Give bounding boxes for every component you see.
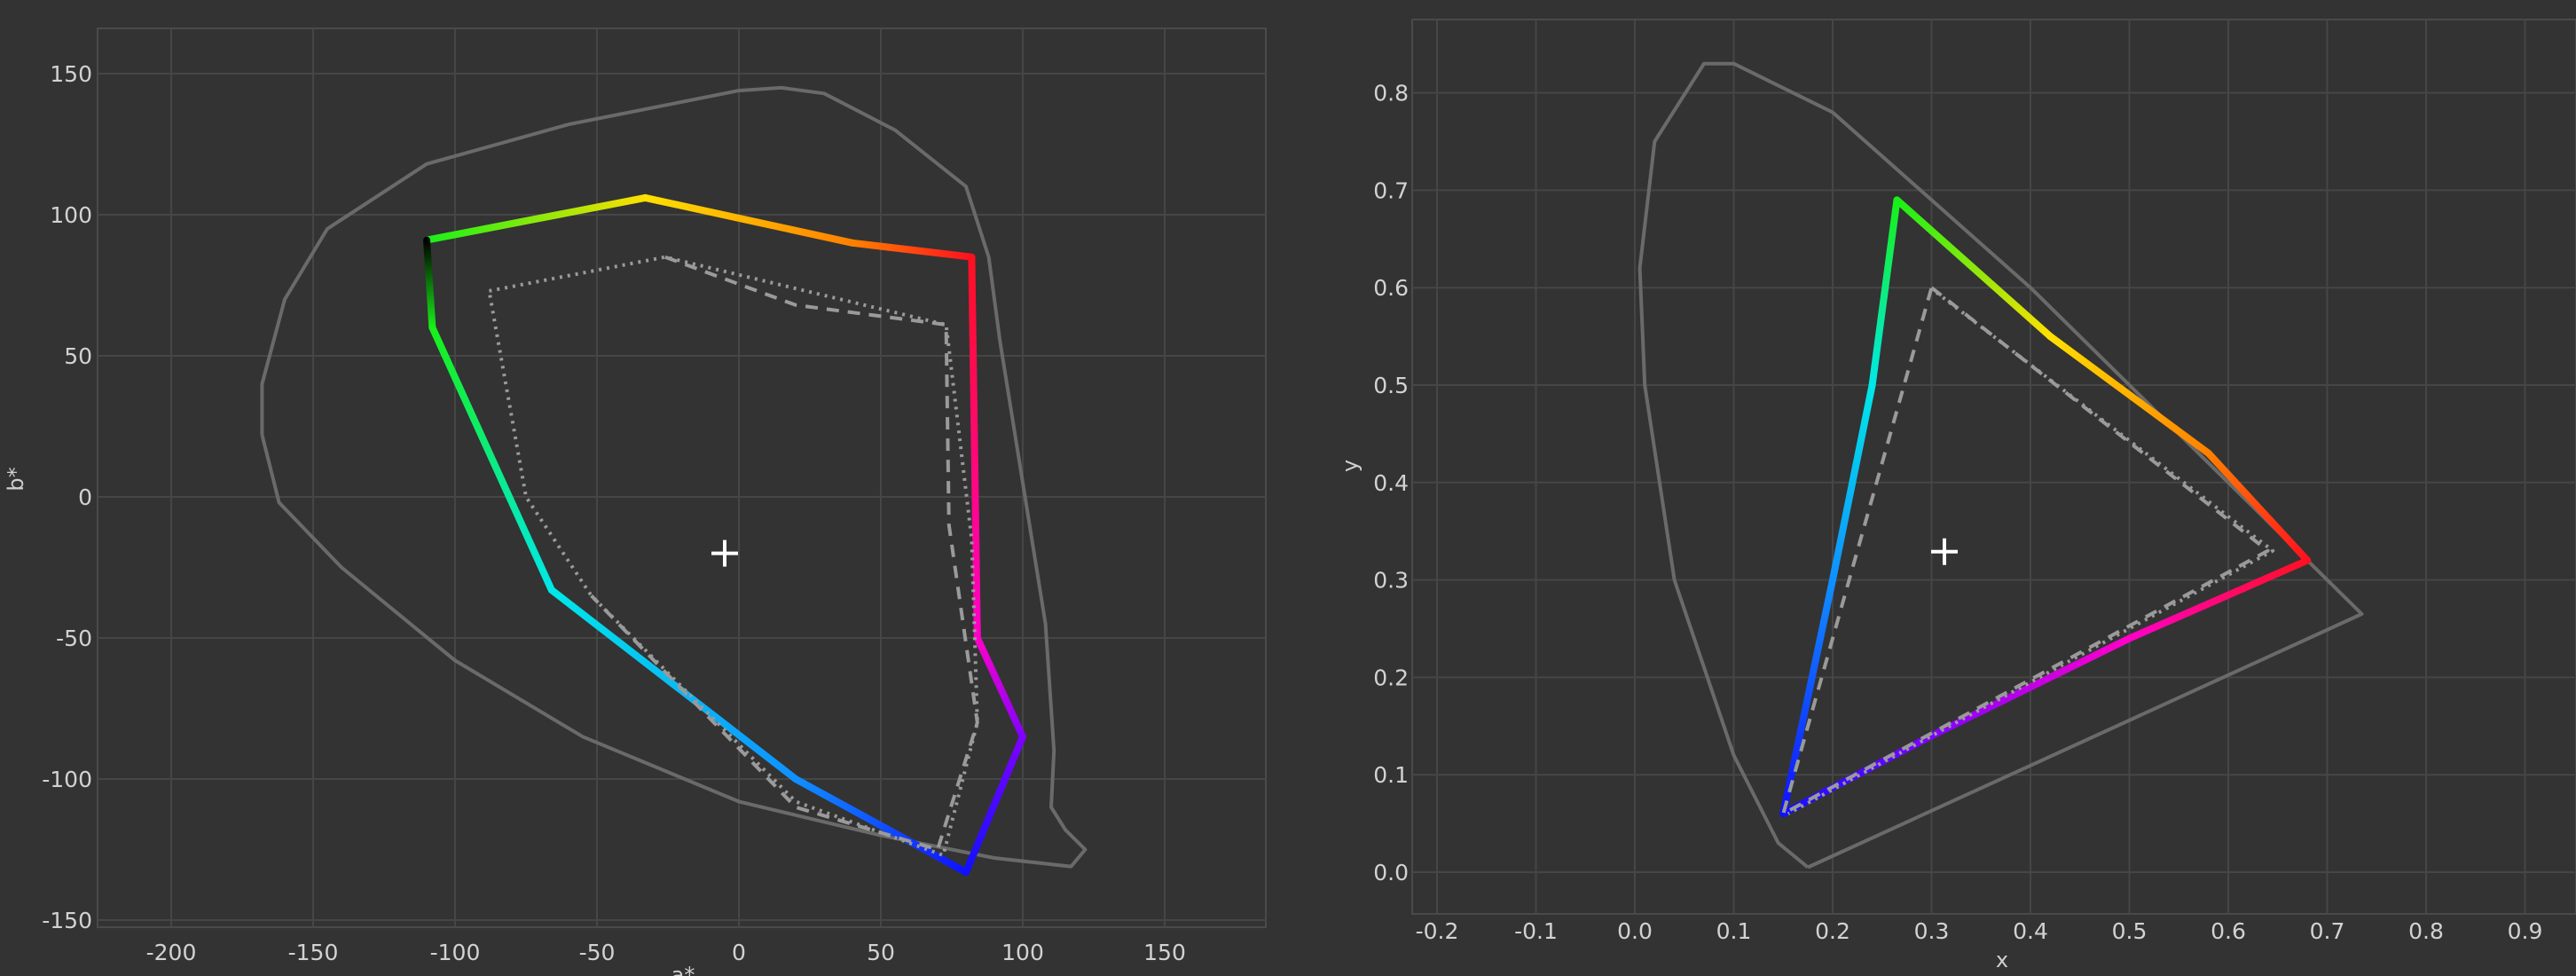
y-tick-label: 50 — [64, 343, 92, 369]
gamut-edge-segment — [2046, 333, 2212, 457]
y-tick-label: -100 — [42, 767, 92, 792]
gamut-edge-segment — [641, 193, 856, 247]
y-tick-label: -50 — [56, 626, 92, 651]
x-tick-label: 50 — [867, 940, 895, 965]
y-tick-label: 0.7 — [1373, 177, 1409, 203]
x-tick-label: -0.2 — [1416, 918, 1459, 944]
lab-grid — [98, 28, 1266, 927]
reference-gamut-dotted-line — [1787, 291, 2275, 815]
xy-plot-frame — [1411, 19, 2576, 915]
x-tick-label: 0.4 — [2013, 918, 2048, 944]
y-tick-label: 0.0 — [1373, 860, 1409, 885]
lab-chart: -200 -150 -100 -50 0 50 100 150 150 100 50 0 -50 -10… — [4, 28, 1267, 976]
gamut-edge-segment — [792, 775, 970, 876]
y-tick-label: 0.6 — [1373, 275, 1409, 301]
xy-grid — [1412, 20, 2576, 914]
gamut-edge-segment — [962, 733, 1026, 876]
y-tick-label: 0.5 — [1373, 373, 1409, 398]
lab-plot-frame — [97, 28, 1267, 928]
gamut-edge-segment — [547, 586, 799, 783]
xy-y-axis-label: y — [1338, 460, 1363, 472]
gamut-edge-segment — [423, 236, 436, 332]
xy-series — [1637, 61, 2364, 870]
y-tick-label: 0.2 — [1373, 665, 1409, 690]
gamut-edge-segment — [423, 193, 649, 244]
y-tick-label: 0 — [78, 484, 92, 510]
gamut-edge-segment — [1829, 382, 1876, 584]
xy-x-axis-label: x — [1996, 948, 2008, 972]
xy-x-tick-labels: -0.2 -0.1 0.0 0.1 0.2 0.3 0.4 0.5 0.6 0.7 0.8 0.9 — [1416, 918, 2543, 944]
x-tick-label: 0.2 — [1815, 918, 1850, 944]
lab-y-tick-labels: 150 100 50 0 -50 -100 -150 — [42, 61, 92, 933]
x-tick-label: 0.8 — [2408, 918, 2444, 944]
x-tick-label: 0.9 — [2508, 918, 2543, 944]
gamut-edge-segment — [1893, 196, 2054, 341]
y-tick-label: 0.3 — [1373, 568, 1409, 594]
spectral-locus-line — [260, 85, 1088, 869]
reference-gamut-dashed-line — [1781, 286, 2270, 816]
x-tick-label: 0 — [732, 940, 746, 965]
x-tick-label: -0.1 — [1514, 918, 1558, 944]
lab-y-axis-label: b* — [4, 467, 28, 491]
x-tick-label: 0.0 — [1617, 918, 1653, 944]
x-tick-label: 0.5 — [2112, 918, 2148, 944]
gamut-edge-segment — [2204, 449, 2312, 564]
y-tick-label: 150 — [50, 61, 92, 87]
gamut-edge-segment — [2125, 556, 2312, 642]
lab-series — [260, 85, 1088, 876]
x-tick-label: 0.3 — [1914, 918, 1950, 944]
x-tick-label: 0.7 — [2310, 918, 2345, 944]
y-tick-label: 0.8 — [1373, 81, 1409, 106]
x-tick-label: -200 — [146, 940, 197, 965]
x-tick-label: 150 — [1143, 940, 1186, 965]
spectral-locus-line — [1637, 61, 2364, 870]
reference-gamut-dashed-line — [590, 255, 979, 852]
lab-x-axis-label: a* — [671, 963, 695, 976]
y-tick-label: 100 — [50, 202, 92, 228]
x-tick-label: 100 — [1001, 940, 1044, 965]
xy-chart: -0.2 -0.1 0.0 0.1 0.2 0.3 0.4 0.5 0.6 0.7 0.8 0.9 0… — [1338, 19, 2576, 972]
y-tick-label: 0.4 — [1373, 470, 1409, 496]
x-tick-label: -50 — [579, 940, 616, 965]
lab-white-point-marker — [711, 539, 738, 567]
x-tick-label: -100 — [430, 940, 481, 965]
x-tick-label: 0.1 — [1716, 918, 1752, 944]
y-tick-label: -150 — [42, 908, 92, 933]
gamut-edge-segment — [428, 324, 555, 594]
gamut-edge-segment — [1868, 196, 1901, 389]
gamut-edge-segment — [849, 239, 976, 261]
gamut-edge-segment — [968, 253, 981, 641]
x-tick-label: 0.6 — [2211, 918, 2246, 944]
xy-y-tick-labels: 0.8 0.7 0.6 0.5 0.4 0.3 0.2 0.1 0.0 — [1373, 81, 1409, 885]
reference-gamut-dotted-line — [487, 255, 979, 857]
xy-white-point-marker — [1930, 538, 1958, 565]
x-tick-label: -150 — [288, 940, 339, 965]
gamut-edge-segment — [1779, 576, 1836, 818]
lab-x-tick-labels: -200 -150 -100 -50 0 50 100 150 — [146, 940, 1186, 965]
gamut-edge-segment — [973, 634, 1026, 741]
y-tick-label: 0.1 — [1373, 762, 1409, 788]
